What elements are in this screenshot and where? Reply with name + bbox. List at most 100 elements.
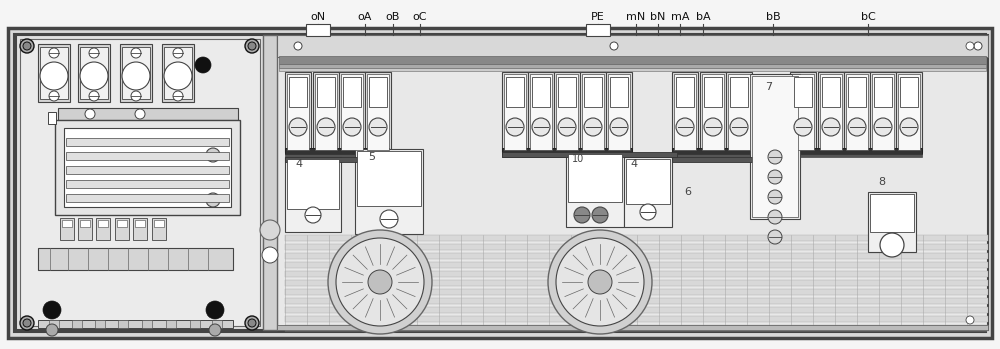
Bar [48,112,56,124]
Bar [566,152,624,227]
Bar [730,77,748,107]
Circle shape [822,118,840,136]
Bar [606,72,632,152]
Circle shape [20,316,34,330]
Bar [868,192,916,252]
Bar [846,74,868,150]
Text: bC: bC [861,12,875,22]
Circle shape [46,324,58,336]
Circle shape [40,62,68,90]
Bar [874,77,892,107]
Bar [610,77,628,107]
Circle shape [592,207,608,223]
Circle shape [206,148,220,162]
Circle shape [122,62,150,90]
Text: oN: oN [310,12,326,22]
Circle shape [768,170,782,184]
Bar [62,220,72,227]
Bar [676,77,694,107]
Text: 6: 6 [684,187,691,197]
Bar [285,253,988,259]
Text: oC: oC [413,12,427,22]
Bar [285,271,988,277]
Bar [844,72,870,152]
Bar [672,72,698,152]
Bar [277,35,988,57]
Bar [870,194,914,232]
Circle shape [676,118,694,136]
Bar [369,77,387,107]
Bar [726,72,752,152]
Bar [64,128,231,207]
Bar [66,180,229,188]
Bar [704,77,722,107]
Circle shape [206,193,220,207]
Circle shape [164,62,192,90]
Bar [277,35,988,330]
Bar [78,44,110,102]
Bar [38,248,233,270]
Circle shape [768,150,782,164]
Bar [162,44,194,102]
Circle shape [584,118,602,136]
Bar [287,159,339,209]
Bar [285,157,341,232]
Bar [341,74,363,150]
Text: 8: 8 [878,177,885,187]
Bar [624,157,672,227]
Bar [532,77,550,107]
Text: mA: mA [671,12,689,22]
Bar [582,74,604,150]
Circle shape [173,48,183,58]
Circle shape [369,118,387,136]
Circle shape [80,62,108,90]
Bar [66,152,229,160]
Bar [568,154,622,202]
Bar [870,72,896,152]
Bar [80,220,90,227]
Circle shape [768,190,782,204]
Bar [285,262,988,268]
Circle shape [23,42,31,50]
Bar [285,298,988,304]
Bar [122,47,150,99]
Bar [78,218,92,240]
Text: bA: bA [696,12,710,22]
Circle shape [85,109,95,119]
Bar [58,108,238,120]
Circle shape [248,319,256,327]
Bar [72,320,82,328]
Bar [848,77,866,107]
Bar [66,194,229,202]
Bar [40,47,68,99]
Circle shape [289,118,307,136]
Circle shape [574,207,590,223]
Bar [285,289,988,295]
Bar [115,218,129,240]
Circle shape [248,42,256,50]
Circle shape [209,324,221,336]
Circle shape [506,118,524,136]
Circle shape [294,42,302,50]
Bar [586,24,610,36]
Bar [95,320,105,328]
Text: bN: bN [650,12,666,22]
Circle shape [317,118,335,136]
Bar [287,74,309,150]
Circle shape [556,238,644,326]
Text: 10: 10 [572,154,584,164]
Circle shape [43,301,61,319]
Circle shape [548,230,652,334]
Bar [752,76,798,217]
Bar [279,64,986,68]
Bar [530,74,552,150]
Circle shape [588,270,612,294]
Circle shape [131,91,141,101]
Bar [16,35,264,330]
Bar [792,74,814,150]
Bar [343,77,361,107]
Bar [626,159,670,204]
Bar [339,72,365,152]
Bar [289,77,307,107]
Bar [672,148,756,154]
